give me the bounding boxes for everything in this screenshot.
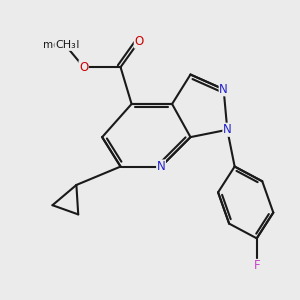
Text: methyl: methyl (44, 40, 80, 50)
Text: N: N (219, 83, 228, 96)
Text: CH₃: CH₃ (55, 40, 76, 50)
Text: F: F (254, 260, 260, 272)
Text: O: O (134, 35, 144, 48)
Text: N: N (157, 160, 165, 173)
Text: N: N (223, 123, 232, 136)
Text: O: O (79, 61, 88, 74)
